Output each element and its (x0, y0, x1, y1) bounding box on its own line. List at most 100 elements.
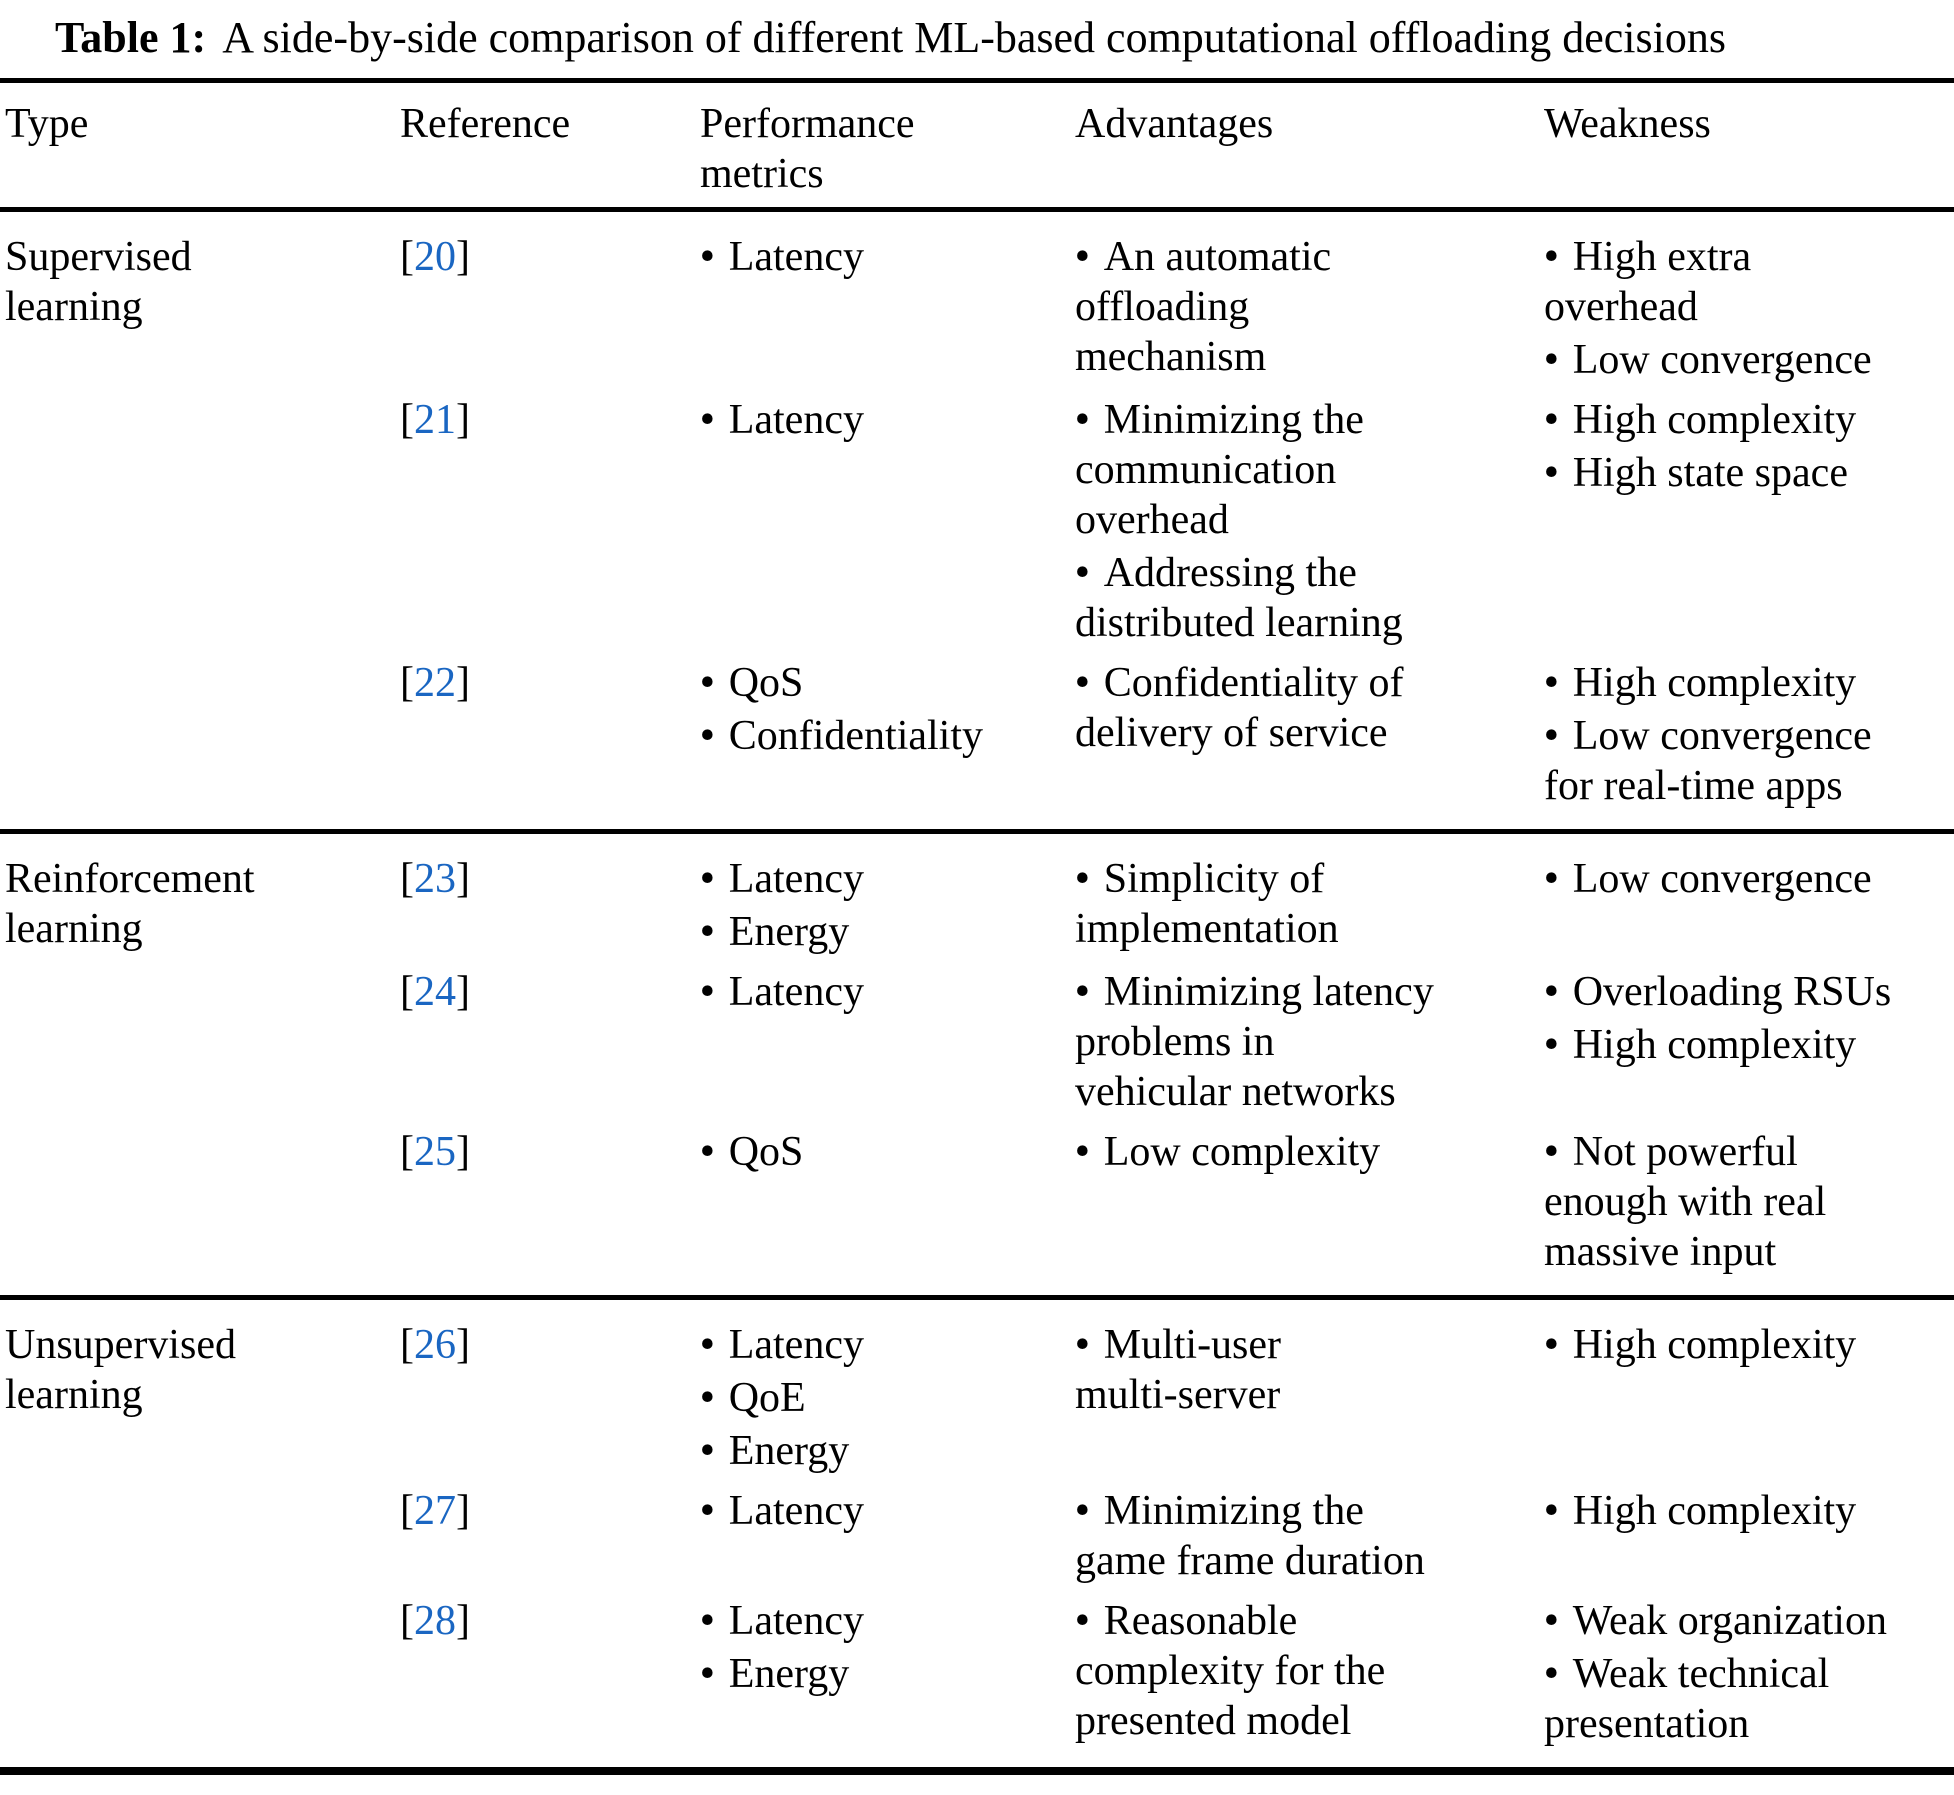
bullet-icon: • (699, 967, 716, 1017)
bullet-icon: • (1543, 854, 1560, 904)
bullet-item: • Confidentiality (700, 711, 1075, 761)
bullet-item: • Simplicity of implementation (1075, 854, 1544, 954)
advantages-cell: • Minimizing the communication overhead • A… (1075, 395, 1544, 648)
citation-open-bracket: [ (400, 856, 414, 902)
table-section: Unsupervised learning [26] • Latency • QoE • En… (0, 1300, 1954, 1775)
weakness-cell: • High complexity • High state space (1544, 395, 1954, 648)
advantages-cell-text: Multi-user multi-server (1075, 1322, 1282, 1418)
bullet-item: • QoS (700, 658, 1075, 708)
advantages-cell-text: Minimizing latency problems in vehicular… (1075, 969, 1434, 1115)
table-row: Reinforcement learning [23] • Latency • Energ… (0, 854, 1954, 957)
bullet-item: • Weak organization (1544, 1596, 1954, 1646)
bullet-icon: • (1543, 711, 1560, 761)
bullet-item: • Confidentiality of delivery of service (1075, 658, 1544, 758)
column-header-advantages: Advantages (1075, 101, 1274, 147)
performance-metrics-cell-text: QoE (728, 1375, 806, 1421)
advantages-cell-text: Minimizing the communication overhead (1075, 397, 1364, 543)
performance-metrics-cell-text: Latency (728, 1598, 864, 1644)
column-header-type: Type (5, 101, 89, 147)
performance-metrics-cell: • Latency • Energy (700, 854, 1075, 957)
reference-cell: [28] (400, 1596, 700, 1749)
citation-open-bracket: [ (400, 969, 414, 1015)
bullet-icon: • (1074, 967, 1091, 1017)
type-cell: Reinforcement learning (5, 854, 400, 957)
citation-link[interactable]: 22 (414, 660, 456, 706)
weakness-cell-text: High state space (1572, 450, 1848, 496)
bullet-item: • QoS (700, 1127, 1075, 1177)
bullet-icon: • (1074, 1320, 1091, 1370)
citation-close-bracket: ] (456, 1129, 470, 1175)
type-cell (5, 967, 400, 1117)
citation-link[interactable]: 24 (414, 969, 456, 1015)
bullet-icon: • (1074, 1596, 1091, 1646)
advantages-cell-text: An automatic offloading mechanism (1075, 234, 1332, 380)
advantages-cell-text: Minimizing the game frame duration (1075, 1488, 1425, 1584)
citation-open-bracket: [ (400, 1488, 414, 1534)
column-header-reference: Reference (400, 101, 571, 147)
citation-link[interactable]: 25 (414, 1129, 456, 1175)
citation-close-bracket: ] (456, 660, 470, 706)
table-row: [27] • Latency • Minimizing the game frame d… (0, 1486, 1954, 1586)
citation-link[interactable]: 20 (414, 234, 456, 280)
performance-metrics-cell-text: Latency (728, 234, 864, 280)
bullet-item: • High complexity (1544, 658, 1954, 708)
bullet-item: • Low complexity (1075, 1127, 1544, 1177)
citation: [23] (400, 856, 470, 902)
performance-metrics-cell: • Latency (700, 1486, 1075, 1586)
bullet-icon: • (699, 1649, 716, 1699)
performance-metrics-cell-text: Energy (728, 1651, 850, 1697)
table-section: Supervised learning [20] • Latency • An autom… (0, 212, 1954, 834)
bullet-item: • Low convergence for real-time apps (1544, 711, 1954, 811)
bullet-icon: • (1074, 658, 1091, 708)
bullet-icon: • (1074, 854, 1091, 904)
table-caption-text: A side-by-side comparison of different M… (222, 13, 1726, 62)
citation-close-bracket: ] (456, 969, 470, 1015)
reference-cell: [22] (400, 658, 700, 811)
bullet-icon: • (1543, 1127, 1560, 1177)
bullet-icon: • (1074, 1486, 1091, 1536)
weakness-cell: • High complexity (1544, 1320, 1954, 1476)
comparison-table: Type Reference Performance metrics Advan… (0, 78, 1954, 1775)
weakness-cell-text: Low convergence (1572, 337, 1872, 383)
citation-link[interactable]: 27 (414, 1488, 456, 1534)
bullet-item: • Latency (700, 232, 1075, 282)
bullet-icon: • (1543, 335, 1560, 385)
citation-link[interactable]: 21 (414, 397, 456, 443)
bullet-item: • Energy (700, 1649, 1075, 1699)
performance-metrics-cell-text: Energy (728, 909, 850, 955)
advantages-cell: • Multi-user multi-server (1075, 1320, 1544, 1476)
table-section: Reinforcement learning [23] • Latency • Energ… (0, 834, 1954, 1300)
advantages-cell: • Low complexity (1075, 1127, 1544, 1277)
bullet-icon: • (1543, 232, 1560, 282)
bullet-item: • High extra overhead (1544, 232, 1954, 332)
advantages-cell-text: Confidentiality of delivery of service (1075, 660, 1404, 756)
bullet-item: • Energy (700, 907, 1075, 957)
performance-metrics-cell-text: Latency (728, 1322, 864, 1368)
bullet-icon: • (1543, 658, 1560, 708)
bullet-item: • Latency (700, 967, 1075, 1017)
citation-link[interactable]: 28 (414, 1598, 456, 1644)
table-header-row: Type Reference Performance metrics Advan… (0, 83, 1954, 212)
bullet-item: • An automatic offloading mechanism (1075, 232, 1544, 382)
bullet-item: • QoE (700, 1373, 1075, 1423)
bullet-item: • High complexity (1544, 395, 1954, 445)
table-row: [22] • QoS • Confidentiality • Confidentiality… (0, 658, 1954, 811)
weakness-cell-text: High complexity (1572, 660, 1857, 706)
type-cell (5, 1127, 400, 1277)
advantages-cell-text: Simplicity of implementation (1075, 856, 1339, 952)
citation-link[interactable]: 26 (414, 1322, 456, 1368)
type-cell (5, 395, 400, 648)
weakness-cell: • High complexity • Low convergence for rea… (1544, 658, 1954, 811)
citation-close-bracket: ] (456, 1322, 470, 1368)
citation-open-bracket: [ (400, 1129, 414, 1175)
citation: [28] (400, 1598, 470, 1644)
weakness-cell-text: High complexity (1572, 1022, 1857, 1068)
reference-cell: [21] (400, 395, 700, 648)
weakness-cell-text: High complexity (1572, 1322, 1857, 1368)
citation-link[interactable]: 23 (414, 856, 456, 902)
performance-metrics-cell: • Latency (700, 967, 1075, 1117)
performance-metrics-cell-text: Latency (728, 1488, 864, 1534)
bullet-item: • High complexity (1544, 1486, 1954, 1536)
row-type-label: Reinforcement learning (5, 856, 255, 952)
weakness-cell: • Not powerful enough with real massive i… (1544, 1127, 1954, 1277)
